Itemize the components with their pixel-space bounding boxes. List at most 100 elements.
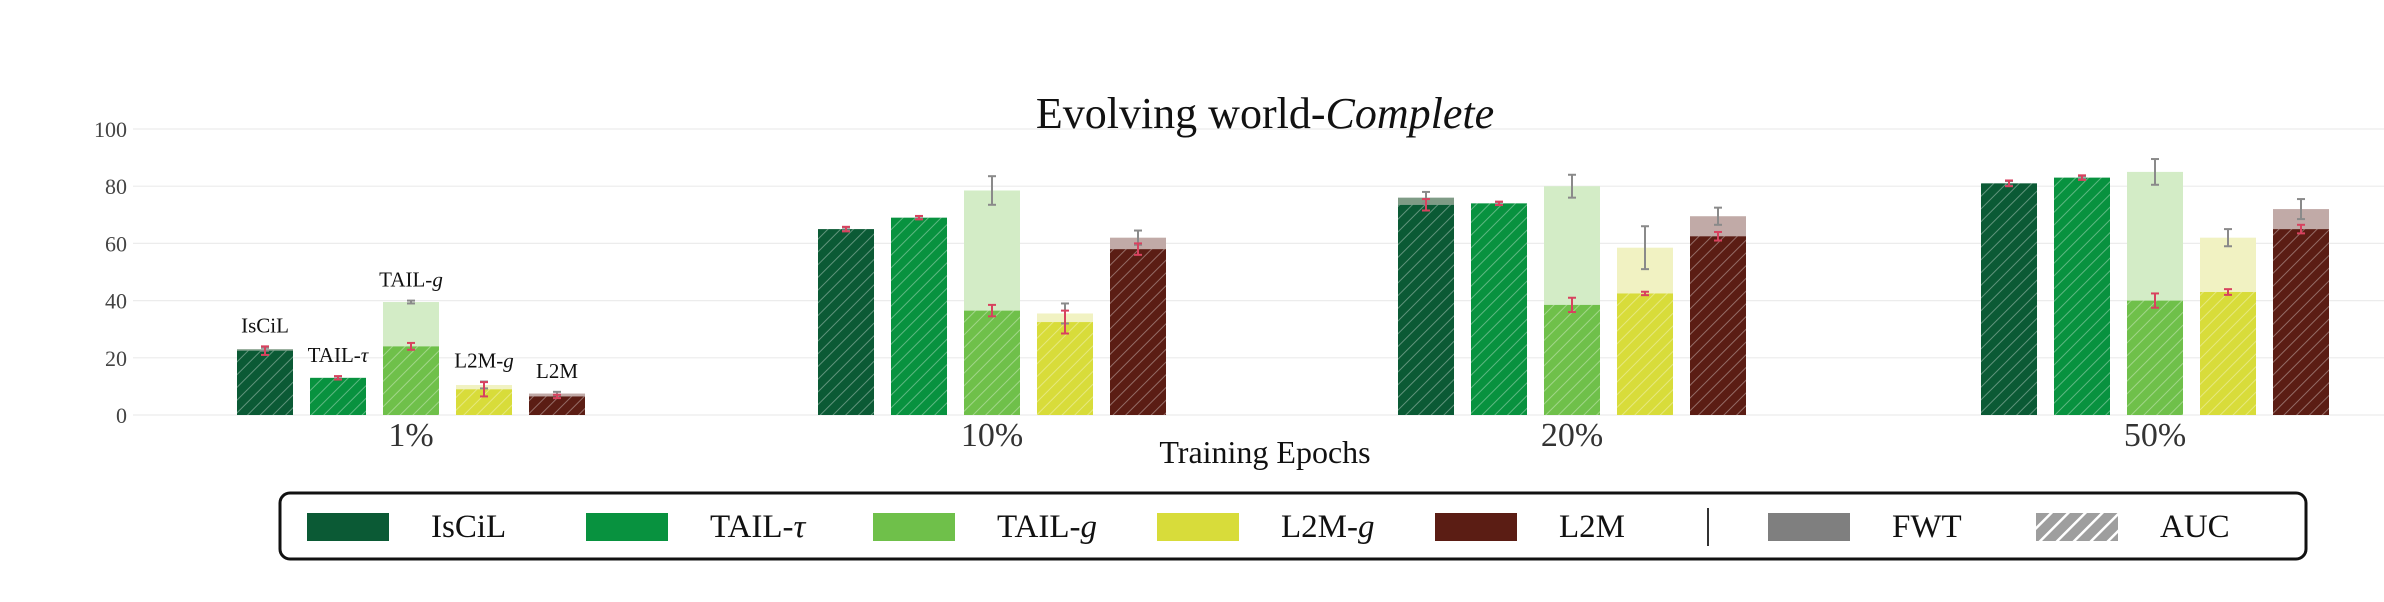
error-auc-l2m-g [2224,288,2232,296]
bar-auc-hatch-iscil [237,350,293,415]
error-fwt-tail-g [988,175,996,206]
error-auc-l2m-g [480,381,488,398]
error-fwt-l2m [1714,206,1722,226]
series-label-base: L2M [536,359,578,383]
bar-auc-hatch-l2m [529,396,585,415]
bar-fwt-tail-g [2127,171,2183,301]
error-fwt-tail-g [2151,158,2159,186]
bar-auc-hatch-iscil [1981,183,2037,415]
series-label-italic: τ [361,343,370,367]
error-auc-l2m-g [1641,290,1649,297]
bar-fwt-tail-g [383,302,439,347]
bar-auc-hatch-tail-g [383,346,439,415]
y-tick-label: 100 [94,117,127,142]
x-tick-label: 10% [961,417,1023,454]
bar-auc-hatch-l2m-g [2200,292,2256,415]
bar-auc-hatch-iscil [818,229,874,415]
legend-swatch-iscil [307,513,389,541]
y-tick-label: 20 [105,346,127,371]
legend-swatch-auc [2036,513,2118,541]
bar-auc-hatch-iscil [1398,204,1454,415]
error-auc-tail- [2078,174,2086,181]
series-label-tail-g: TAIL-g [379,268,443,292]
legend-label-base: L2M- [1281,509,1358,545]
x-tick-label: 20% [1541,417,1603,454]
y-tick-label: 0 [116,403,127,428]
legend-label-base: TAIL- [997,509,1080,545]
error-auc-tail- [334,375,342,381]
bar-auc-hatch-l2m [2273,229,2329,415]
bar-auc-hatch-tail- [891,217,947,415]
chart-title: Evolving world-Complete [1036,89,1494,138]
legend-label-fwt: FWT [1892,509,1962,545]
error-fwt-l2m [2297,198,2305,221]
legend-label-auc: AUC [2160,509,2230,545]
error-auc-l2m [553,393,561,400]
error-auc-tail-g [1568,296,1576,314]
x-tick-label: 1% [388,417,433,454]
legend-label-tail-: TAIL-τ [710,509,806,545]
legend-swatch-l2m-g [1157,513,1239,541]
series-label-base: TAIL- [308,343,361,367]
bar-auc-hatch-tail- [310,377,366,415]
error-bars [261,158,2305,400]
error-fwt-tail-g [407,299,415,305]
legend-swatch-tail- [586,513,668,541]
error-fwt-tail-g [1568,173,1576,199]
bar-auc-hatch-tail-g [964,310,1020,415]
bar-auc-hatch-l2m [1690,236,1746,415]
bar-auc-hatch-tail-g [2127,300,2183,415]
series-label-l2m-g: L2M-g [454,349,514,373]
error-auc-l2m-g [1061,309,1069,335]
series-label-base: TAIL- [379,268,432,292]
error-auc-tail-g [2151,292,2159,309]
y-tick-label: 60 [105,231,127,256]
legend-label-base: IsCiL [431,509,506,545]
bar-auc-hatch-tail-g [1544,304,1600,415]
error-auc-iscil [261,345,269,356]
series-label-l2m: L2M [536,359,578,383]
error-auc-l2m [1714,230,1722,242]
chart-title-prefix: Evolving world- [1036,89,1326,138]
legend-swatch-fwt [1768,513,1850,541]
bar-auc-hatch-l2m-g [1617,293,1673,415]
error-auc-l2m [2297,223,2305,235]
chart-title-emphasis: Complete [1326,89,1495,138]
x-axis-label: Training Epochs [1159,434,1370,470]
x-tick-label: 50% [2124,417,2186,454]
legend-label-italic: τ [793,509,806,545]
error-auc-iscil [842,225,850,233]
error-auc-tail-g [407,341,415,351]
legend-label-base: L2M [1559,509,1625,545]
bar-fwt-l2m [1690,216,1746,237]
series-label-base: L2M- [454,349,503,373]
error-auc-iscil [1422,198,1430,212]
legend-swatch-l2m [1435,513,1517,541]
legend: IsCiL TAIL-τ TAIL-g L2M-g L2M FWT AUC [278,491,2308,561]
error-fwt-l2m-g [2224,228,2232,248]
bar-auc-hatch-l2m [1110,249,1166,415]
series-label-tail-: TAIL-τ [308,343,370,367]
y-tick-label: 40 [105,289,127,314]
legend-label-italic: g [1358,509,1375,545]
error-auc-tail- [1495,200,1503,207]
bar-fwt-tail-g [1544,186,1600,305]
legend-label-l2m: L2M [1559,509,1625,545]
bar-auc-hatch-tail- [2054,177,2110,415]
legend-label-tail-g: TAIL-g [997,509,1097,545]
error-fwt-l2m-g [1641,225,1649,271]
legend-swatch-tail-g [873,513,955,541]
bar-auc-hatch-tail- [1471,203,1527,415]
bars [237,171,2329,415]
legend-label-base: TAIL- [710,509,793,545]
series-label-italic: g [503,349,514,373]
error-auc-l2m [1134,242,1142,256]
error-auc-tail- [915,214,923,221]
legend-frame [278,491,2308,561]
series-label-italic: g [432,268,443,292]
series-label-iscil: IsCiL [241,313,289,337]
bar-fwt-tail-g [964,190,1020,311]
legend-label-l2m-g: L2M-g [1281,509,1375,545]
